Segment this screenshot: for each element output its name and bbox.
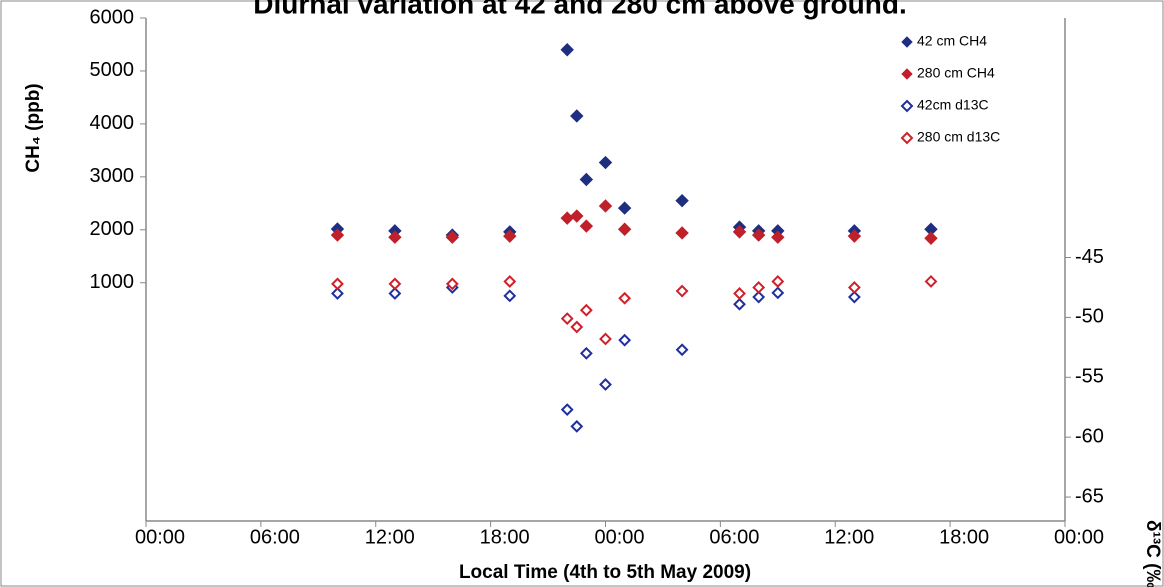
data-point [675,226,689,240]
data-point [388,277,402,291]
data-point [570,109,584,123]
data-point [579,346,593,360]
data-point [847,290,861,304]
data-point [752,281,766,294]
data-point [599,378,612,391]
x-tick-label: 00:00 [594,526,644,548]
x-axis-label: Local Time (4th to 5th May 2009) [459,562,751,583]
data-point [771,230,785,244]
y2-tick-label: -55 [1075,366,1104,388]
data-point [388,230,402,244]
data-point [503,289,517,303]
data-point [847,229,862,243]
data-point [503,229,517,243]
y2-tick-label: -65 [1075,485,1104,507]
y2-axis-label: δ¹³C (‰) [1142,520,1163,587]
data-point [570,209,584,223]
legend-marker [901,36,913,48]
data-point [771,275,785,288]
x-tick-label: 06:00 [250,526,300,548]
data-point [579,172,594,187]
data-point [570,320,584,334]
x-tick-label: 06:00 [709,526,759,548]
data-point [924,275,938,288]
data-point [579,219,594,233]
data-point [331,287,344,300]
data-point [675,193,689,208]
data-point [560,43,574,57]
data-point [847,281,861,294]
chart-title: Diurnal variation at 42 and 280 cm above… [253,0,907,19]
data-point [331,277,344,291]
data-point [675,284,689,298]
data-point [924,231,938,245]
data-point [445,277,459,291]
x-tick-label: 18:00 [480,526,530,548]
data-point [733,287,746,300]
data-point [330,228,345,242]
data-point [733,297,746,311]
legend-label: 280 cm CH4 [917,65,995,81]
y-tick-label: 3000 [90,165,135,187]
x-tick-label: 12:00 [365,526,415,548]
x-tick-label: 12:00 [824,526,874,548]
y2-tick-label: -60 [1075,425,1104,447]
legend-label: 280 cm d13C [917,129,1000,145]
legend-marker [900,99,914,113]
data-point [771,286,785,300]
data-point [598,155,613,170]
data-point [445,230,460,244]
data-point [732,225,747,239]
data-point [599,332,612,346]
data-point [388,287,402,300]
data-point [617,222,632,236]
y2-tick-label: -45 [1075,246,1104,268]
legend-marker [900,131,914,145]
data-point [675,343,689,357]
y-tick-label: 6000 [90,6,135,28]
y-tick-label: 2000 [90,218,135,240]
y-tick-label: 5000 [90,59,135,81]
legend-label: 42cm d13C [917,97,989,113]
legend-marker [901,68,913,80]
data-point [598,199,613,213]
data-point [560,403,574,417]
data-point [618,291,632,305]
data-point [752,290,766,304]
x-tick-label: 18:00 [939,526,989,548]
y-tick-label: 1000 [90,271,135,293]
data-point [579,303,593,317]
y2-tick-label: -50 [1075,306,1104,328]
data-point [751,228,766,242]
data-point [560,312,574,326]
y-tick-label: 4000 [90,112,135,134]
x-tick-label: 00:00 [1054,526,1104,548]
data-point [617,201,632,215]
data-point [503,275,517,288]
data-point [618,333,632,347]
legend-label: 42 cm CH4 [917,33,987,49]
x-tick-label: 00:00 [135,526,185,548]
data-point [570,419,584,433]
y-axis-label: CH₄ (ppb) [23,83,44,172]
